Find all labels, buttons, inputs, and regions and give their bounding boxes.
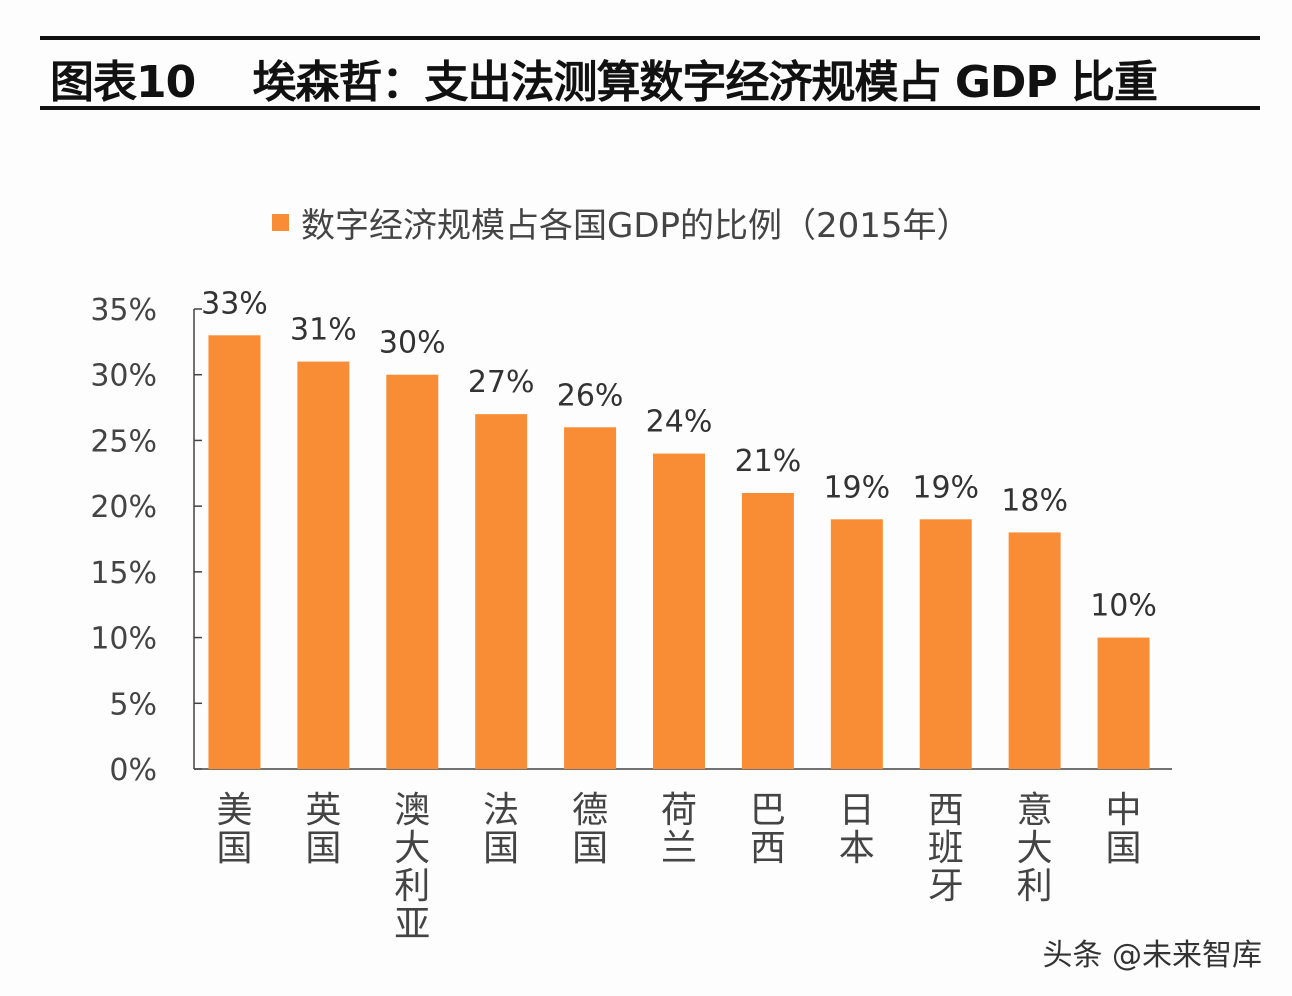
bar (830, 519, 883, 769)
data-label: 24% (646, 405, 713, 440)
x-tick-label: 中国 (1105, 790, 1142, 869)
y-tick-label: 25% (90, 424, 157, 459)
legend: 数字经济规模占各国GDP的比例（2015年） (272, 198, 971, 247)
data-label: 26% (557, 378, 624, 413)
data-label: 10% (1090, 589, 1157, 624)
bar (386, 374, 439, 769)
x-tick-label: 巴西 (749, 790, 786, 869)
legend-swatch (272, 214, 289, 231)
y-tick-label: 5% (109, 687, 157, 722)
legend-label: 数字经济规模占各国GDP的比例（2015年） (301, 206, 971, 246)
data-label: 30% (379, 326, 446, 361)
x-tick-label: 英国 (305, 790, 342, 869)
x-tick-label: 德国 (572, 790, 609, 869)
data-label: 31% (290, 313, 357, 348)
bar (1097, 637, 1150, 769)
y-tick-label: 0% (109, 753, 157, 788)
bar (564, 427, 617, 769)
bar (741, 493, 794, 769)
x-tick-label: 美国 (216, 790, 253, 869)
bar (475, 414, 528, 769)
bar (208, 335, 261, 769)
x-tick-label: 荷兰 (660, 790, 697, 869)
bar (297, 361, 350, 769)
bar (919, 519, 972, 769)
x-tick-label: 意大利 (1016, 790, 1053, 907)
data-label: 33% (201, 286, 268, 321)
y-tick-label: 20% (90, 490, 157, 525)
x-tick-label: 法国 (483, 790, 520, 869)
y-tick-label: 10% (90, 622, 157, 657)
x-tick-label: 西班牙 (927, 790, 964, 907)
bar (653, 453, 705, 769)
y-tick-label: 15% (90, 556, 157, 591)
data-label: 19% (912, 470, 979, 505)
title-rule-bottom (40, 106, 1260, 110)
data-label: 18% (1001, 483, 1068, 518)
x-tick-label: 澳大利亚 (394, 790, 431, 945)
bar (1008, 532, 1061, 769)
title-rule-top (40, 36, 1260, 40)
data-label: 27% (468, 365, 535, 400)
watermark: 头条 @未来智库 (1042, 938, 1262, 973)
data-label: 21% (735, 444, 802, 479)
y-tick-label: 35% (90, 293, 157, 328)
figure-title: 图表10 埃森哲：支出法测算数字经济规模占 GDP 比重 (50, 57, 1158, 108)
x-tick-label: 日本 (838, 790, 875, 869)
data-label: 19% (823, 470, 890, 505)
y-tick-label: 30% (90, 359, 157, 394)
